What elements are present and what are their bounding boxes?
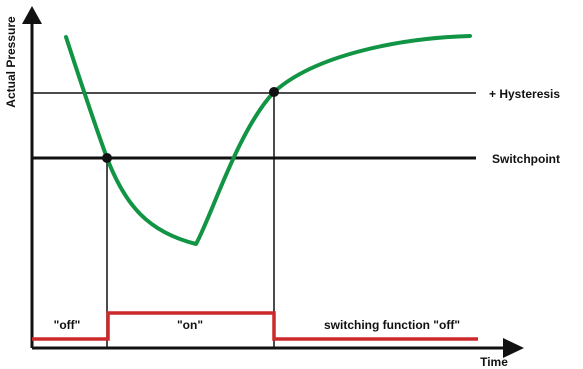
hysteresis-intersection-dot [269,87,279,97]
switchpoint-intersection-dot [102,153,112,163]
switching-function-signal [32,311,478,341]
switchpoint-label: Switchpoint [492,152,560,166]
switching-function-off-label: switching function "off" [324,318,460,332]
y-axis-arrow [22,6,42,24]
hysteresis-label: + Hysteresis [489,87,560,101]
pressure-curve [64,34,472,246]
on-label: "on" [177,318,203,332]
x-axis-arrow [503,338,524,358]
off-label: "off" [54,318,81,332]
y-axis-label: Actual Pressure [4,16,18,108]
x-axis-label: Time [480,355,508,369]
